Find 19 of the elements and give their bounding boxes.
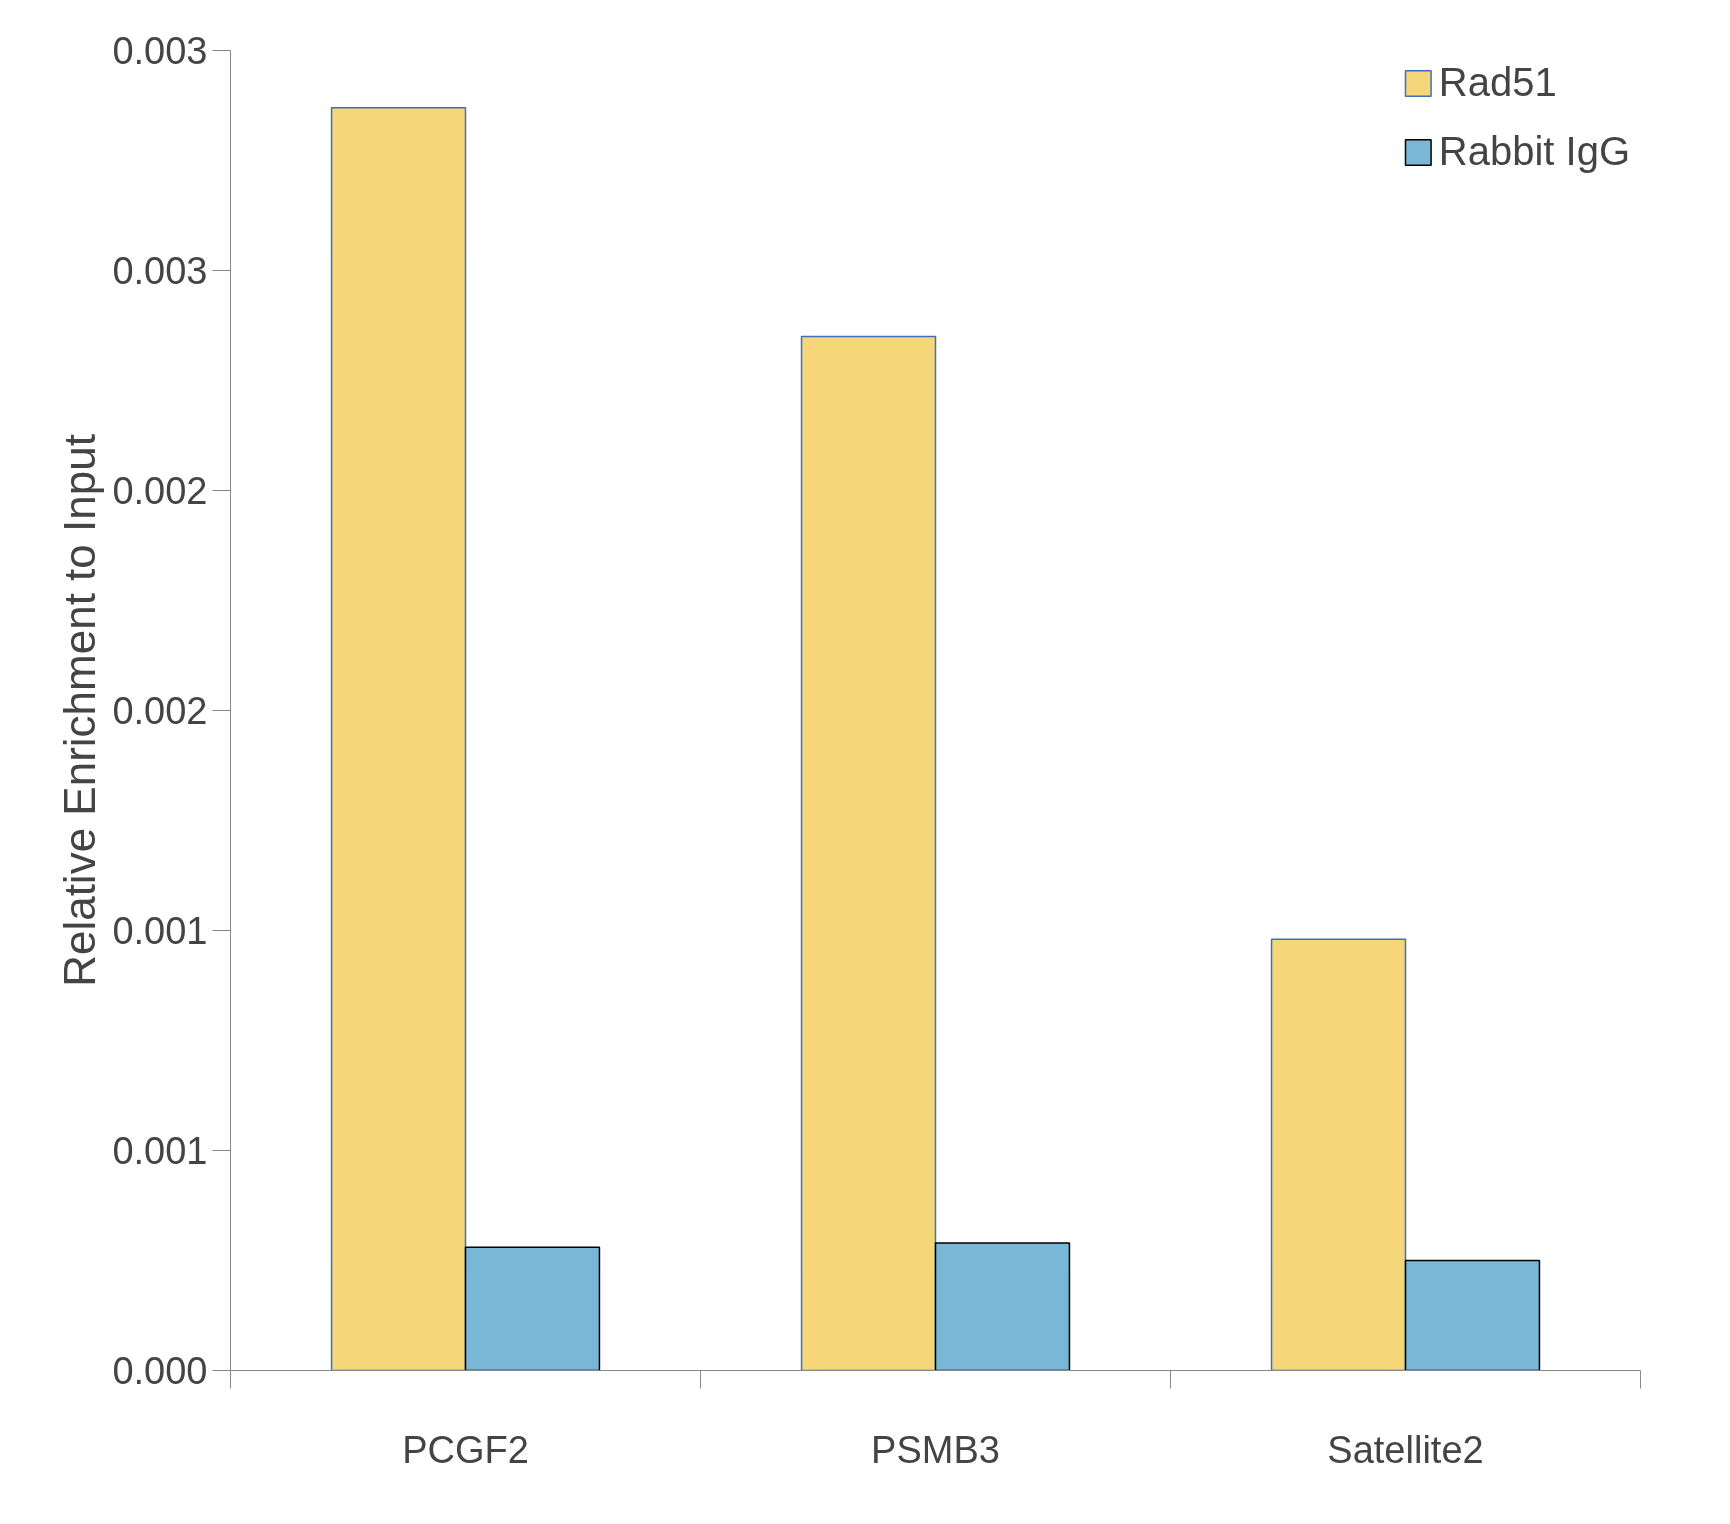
y-tick-label: 0.001: [112, 1130, 208, 1172]
bar: [464, 1246, 601, 1371]
y-tick-label: 0.001: [112, 910, 208, 952]
y-tick-label: 0.003: [112, 250, 208, 292]
x-tick-label: PCGF2: [402, 1428, 529, 1471]
bar: [330, 106, 467, 1371]
x-tick-label: Satellite2: [1327, 1428, 1484, 1471]
y-tick-label: 0.002: [112, 690, 208, 732]
legend-label: Rad51: [1438, 60, 1557, 105]
bar: [1404, 1259, 1541, 1371]
y-tick-label: 0.003: [112, 30, 208, 72]
bar: [934, 1242, 1071, 1371]
y-tick-label: 0.000: [112, 1350, 208, 1392]
y-axis-title: Relative Enrichment to Input: [55, 434, 105, 987]
bar: [800, 335, 937, 1371]
y-tick-label: 0.002: [112, 470, 208, 512]
bar: [1270, 938, 1407, 1371]
x-tick-label: PSMB3: [871, 1428, 1000, 1471]
legend-label: Rabbit IgG: [1438, 129, 1630, 174]
